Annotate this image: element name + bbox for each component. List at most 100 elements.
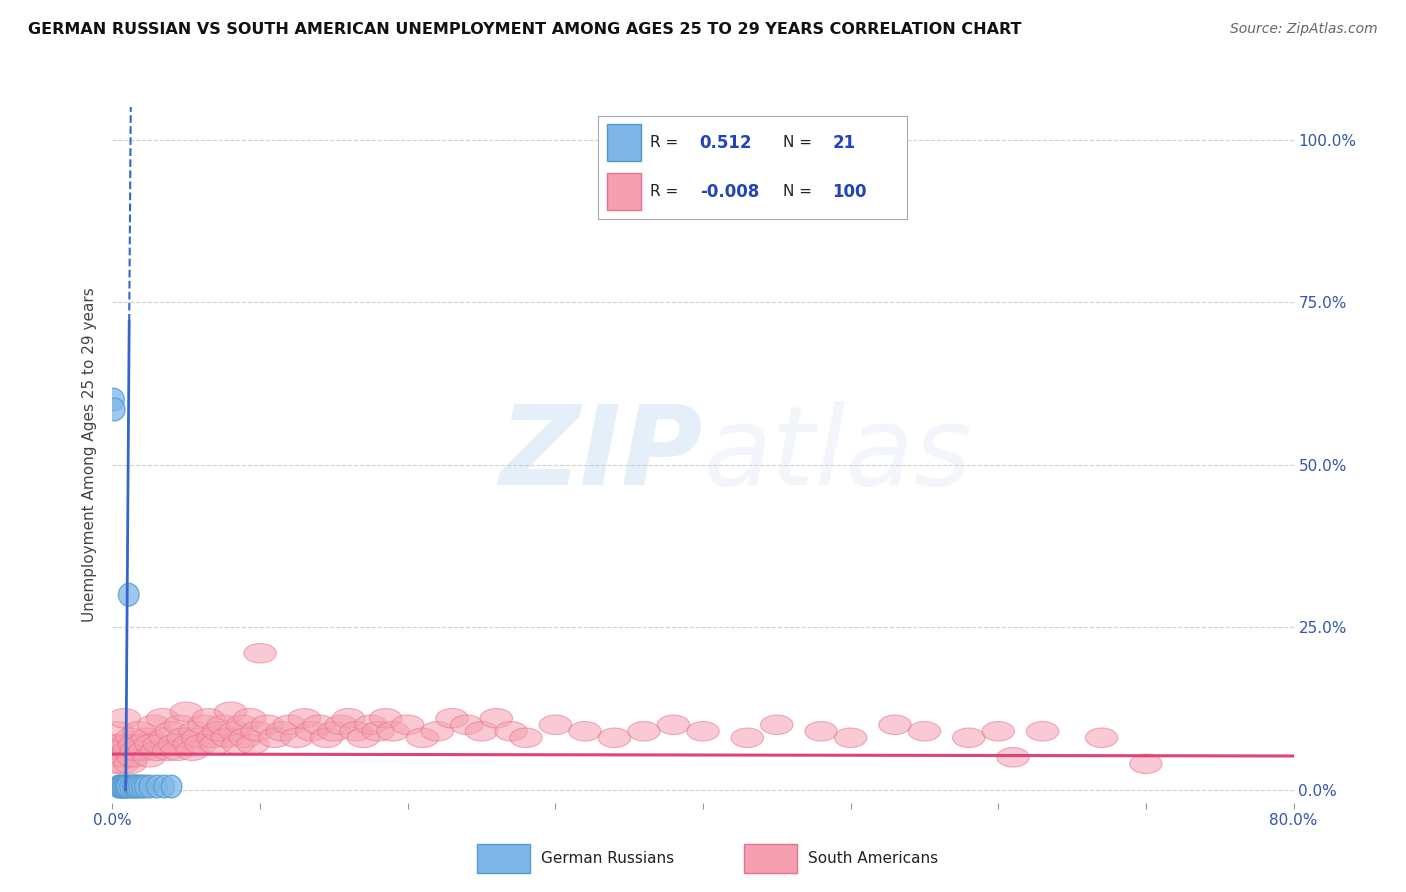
- Ellipse shape: [804, 722, 838, 741]
- Ellipse shape: [129, 741, 162, 761]
- Ellipse shape: [479, 708, 513, 728]
- Ellipse shape: [159, 734, 191, 754]
- Ellipse shape: [229, 728, 262, 747]
- Text: South Americans: South Americans: [808, 851, 938, 866]
- Ellipse shape: [179, 722, 211, 741]
- Ellipse shape: [952, 728, 986, 747]
- Ellipse shape: [495, 722, 527, 741]
- Ellipse shape: [139, 775, 160, 798]
- Ellipse shape: [202, 722, 235, 741]
- Ellipse shape: [105, 741, 138, 761]
- Ellipse shape: [117, 747, 149, 767]
- Ellipse shape: [686, 722, 720, 741]
- Ellipse shape: [118, 734, 150, 754]
- Ellipse shape: [110, 775, 131, 798]
- Ellipse shape: [132, 775, 152, 798]
- Ellipse shape: [219, 722, 252, 741]
- Ellipse shape: [295, 722, 328, 741]
- Ellipse shape: [115, 728, 148, 747]
- Ellipse shape: [138, 715, 170, 734]
- Ellipse shape: [114, 754, 146, 773]
- Ellipse shape: [153, 775, 174, 798]
- Ellipse shape: [125, 734, 159, 754]
- Ellipse shape: [197, 728, 229, 747]
- FancyBboxPatch shape: [607, 173, 641, 211]
- Ellipse shape: [155, 722, 188, 741]
- Ellipse shape: [162, 741, 194, 761]
- Ellipse shape: [1085, 728, 1118, 747]
- Ellipse shape: [120, 741, 152, 761]
- Text: N =: N =: [783, 185, 813, 200]
- Ellipse shape: [347, 728, 380, 747]
- Ellipse shape: [114, 775, 135, 798]
- Ellipse shape: [509, 728, 543, 747]
- Ellipse shape: [107, 754, 139, 773]
- Ellipse shape: [761, 715, 793, 734]
- Ellipse shape: [450, 715, 484, 734]
- FancyBboxPatch shape: [744, 844, 797, 873]
- Ellipse shape: [598, 728, 631, 747]
- Ellipse shape: [117, 775, 138, 798]
- Ellipse shape: [112, 741, 145, 761]
- Ellipse shape: [266, 722, 298, 741]
- Ellipse shape: [997, 747, 1029, 767]
- Ellipse shape: [111, 775, 132, 798]
- Ellipse shape: [135, 734, 167, 754]
- Ellipse shape: [135, 775, 155, 798]
- Ellipse shape: [325, 715, 357, 734]
- Ellipse shape: [332, 708, 366, 728]
- Ellipse shape: [118, 583, 139, 606]
- Ellipse shape: [281, 728, 314, 747]
- Ellipse shape: [200, 734, 232, 754]
- Ellipse shape: [184, 734, 218, 754]
- Ellipse shape: [568, 722, 602, 741]
- Ellipse shape: [311, 728, 343, 747]
- Text: 100: 100: [832, 183, 868, 201]
- Text: R =: R =: [650, 185, 678, 200]
- Y-axis label: Unemployment Among Ages 25 to 29 years: Unemployment Among Ages 25 to 29 years: [82, 287, 97, 623]
- Ellipse shape: [302, 715, 336, 734]
- Ellipse shape: [134, 747, 166, 767]
- Ellipse shape: [129, 775, 149, 798]
- Ellipse shape: [538, 715, 572, 734]
- Ellipse shape: [273, 715, 307, 734]
- Ellipse shape: [981, 722, 1015, 741]
- Ellipse shape: [406, 728, 439, 747]
- Ellipse shape: [361, 722, 395, 741]
- Ellipse shape: [143, 734, 176, 754]
- Ellipse shape: [115, 775, 136, 798]
- FancyBboxPatch shape: [477, 844, 530, 873]
- Ellipse shape: [122, 722, 155, 741]
- Ellipse shape: [146, 775, 167, 798]
- Ellipse shape: [318, 722, 350, 741]
- Ellipse shape: [731, 728, 763, 747]
- Ellipse shape: [340, 722, 373, 741]
- Ellipse shape: [1026, 722, 1059, 741]
- Ellipse shape: [1129, 754, 1163, 773]
- Ellipse shape: [100, 754, 132, 773]
- Ellipse shape: [657, 715, 690, 734]
- Ellipse shape: [354, 715, 387, 734]
- Ellipse shape: [152, 741, 184, 761]
- Ellipse shape: [627, 722, 661, 741]
- Ellipse shape: [233, 708, 266, 728]
- Ellipse shape: [879, 715, 911, 734]
- Ellipse shape: [391, 715, 425, 734]
- Text: R =: R =: [650, 135, 678, 150]
- Ellipse shape: [103, 747, 135, 767]
- Ellipse shape: [125, 775, 146, 798]
- Ellipse shape: [243, 643, 277, 663]
- Text: N =: N =: [783, 135, 813, 150]
- Ellipse shape: [420, 722, 454, 741]
- Ellipse shape: [288, 708, 321, 728]
- Text: ZIP: ZIP: [499, 401, 703, 508]
- Ellipse shape: [170, 702, 202, 722]
- Ellipse shape: [236, 734, 269, 754]
- Text: GERMAN RUSSIAN VS SOUTH AMERICAN UNEMPLOYMENT AMONG AGES 25 TO 29 YEARS CORRELAT: GERMAN RUSSIAN VS SOUTH AMERICAN UNEMPLO…: [28, 22, 1022, 37]
- Ellipse shape: [104, 398, 125, 421]
- Ellipse shape: [108, 708, 141, 728]
- FancyBboxPatch shape: [607, 124, 641, 161]
- Text: 21: 21: [832, 134, 856, 152]
- Ellipse shape: [436, 708, 468, 728]
- Ellipse shape: [120, 775, 141, 798]
